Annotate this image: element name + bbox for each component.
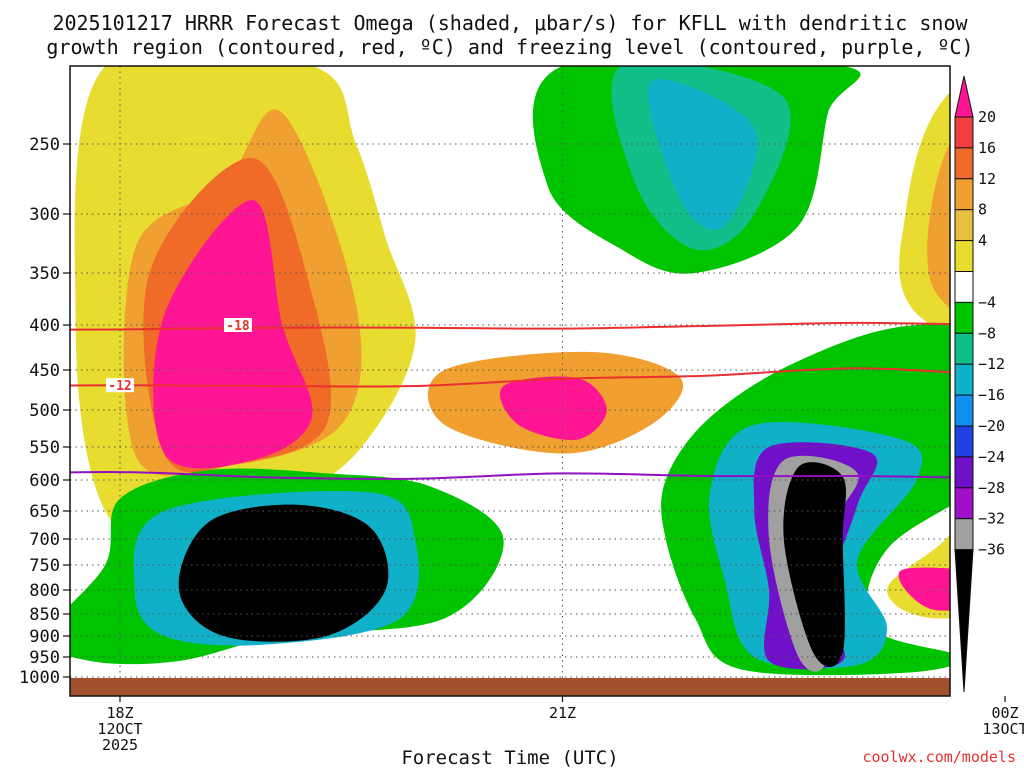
- colorbar-label: −4: [978, 293, 996, 311]
- contour-line: [70, 367, 950, 388]
- y-tick-label: 250: [29, 135, 60, 155]
- colorbar-segment: [954, 147, 974, 180]
- omega-region: [499, 376, 607, 441]
- colorbar-label: −12: [978, 355, 1005, 373]
- y-tick-label: 350: [29, 264, 60, 284]
- colorbar-segment: [954, 487, 974, 520]
- x-axis-ticks: 18Z12OCT202521Z00Z13OCT03Z06Z09Z: [97, 696, 1024, 754]
- omega-region: [153, 199, 313, 469]
- colorbar-label: −32: [978, 510, 1005, 528]
- omega-shaded-regions: [70, 66, 950, 676]
- colorbar-segment: [954, 116, 974, 149]
- y-tick-label: 800: [29, 581, 60, 601]
- x-axis-label: Forecast Time (UTC): [401, 747, 618, 768]
- y-tick-label: 700: [29, 530, 60, 550]
- colorbar-label: −20: [978, 417, 1005, 435]
- colorbar-label: −36: [978, 541, 1005, 559]
- omega-region: [898, 567, 950, 611]
- chart-title-line2: growth region (contoured, red, ºC) and f…: [46, 35, 973, 59]
- colorbar-label: 8: [978, 201, 987, 219]
- gridlines: [70, 66, 950, 696]
- colorbar: 20 16 12 8 4 −4 −8 −12 −16 −20 −24 −28 −32 −36: [954, 75, 1005, 693]
- omega-region: [648, 79, 758, 231]
- colorbar-label: 20: [978, 108, 996, 126]
- y-tick-label: 750: [29, 556, 60, 576]
- x-tick-label: 13OCT: [982, 720, 1024, 738]
- x-tick-label: 12OCT: [97, 720, 142, 738]
- contour-line: [70, 321, 950, 331]
- y-tick-label: 300: [29, 205, 60, 225]
- colorbar-bottom-arrow: [954, 549, 974, 693]
- x-tick-label: 00Z: [991, 704, 1018, 722]
- colorbar-label: −8: [978, 324, 996, 342]
- colorbar-label: −28: [978, 479, 1005, 497]
- y-axis-ticks: 2503003504004505005506006507007508008509…: [19, 135, 70, 688]
- y-tick-label: 550: [29, 438, 60, 458]
- colorbar-segment: [954, 240, 974, 273]
- colorbar-label: −16: [978, 386, 1005, 404]
- colorbar-segment: [954, 456, 974, 489]
- y-tick-label: 400: [29, 316, 60, 336]
- colorbar-top-arrow: [954, 75, 974, 118]
- plot-frame: [69, 65, 951, 697]
- y-tick-label: 600: [29, 471, 60, 491]
- plot-area: -18-18-18-12-1200: [70, 66, 950, 696]
- colorbar-segment: [954, 332, 974, 365]
- colorbar-segment: [954, 394, 974, 427]
- y-tick-label: 650: [29, 502, 60, 522]
- colorbar-label: −24: [978, 448, 1005, 466]
- colorbar-label: 4: [978, 232, 987, 250]
- colorbar-segment: [954, 363, 974, 396]
- x-tick-label: 2025: [102, 736, 138, 754]
- y-tick-label: 850: [29, 605, 60, 625]
- colorbar-segment: [954, 209, 974, 242]
- colorbar-segment: [954, 518, 974, 551]
- colorbar-label: 16: [978, 139, 996, 157]
- ground-surface: [70, 678, 950, 696]
- colorbar-label: 12: [978, 170, 996, 188]
- contour-label-bg: [224, 318, 252, 332]
- omega-region: [178, 504, 389, 642]
- omega-region: [783, 462, 846, 668]
- omega-region: [927, 143, 950, 309]
- y-tick-label: 950: [29, 648, 60, 668]
- contour-label-bg: [106, 378, 134, 393]
- y-tick-label: 900: [29, 627, 60, 647]
- credit-text: coolwx.com/models: [862, 748, 1016, 766]
- chart-title-line1: 2025101217 HRRR Forecast Omega (shaded, …: [52, 11, 968, 35]
- colorbar-segment: [954, 271, 974, 303]
- x-tick-label: 18Z: [106, 704, 133, 722]
- contour-label: -18: [226, 319, 250, 334]
- colorbar-segment: [954, 178, 974, 211]
- y-tick-label: 1000: [19, 668, 60, 688]
- contour-label: -12: [108, 379, 131, 394]
- colorbar-segment: [954, 425, 974, 458]
- x-tick-label: 21Z: [549, 704, 576, 722]
- contour-line: [70, 471, 950, 480]
- y-tick-label: 500: [29, 401, 60, 421]
- temperature-contours: -18-18-18-12-1200: [70, 318, 950, 480]
- y-tick-label: 450: [29, 361, 60, 381]
- colorbar-segment: [954, 301, 974, 334]
